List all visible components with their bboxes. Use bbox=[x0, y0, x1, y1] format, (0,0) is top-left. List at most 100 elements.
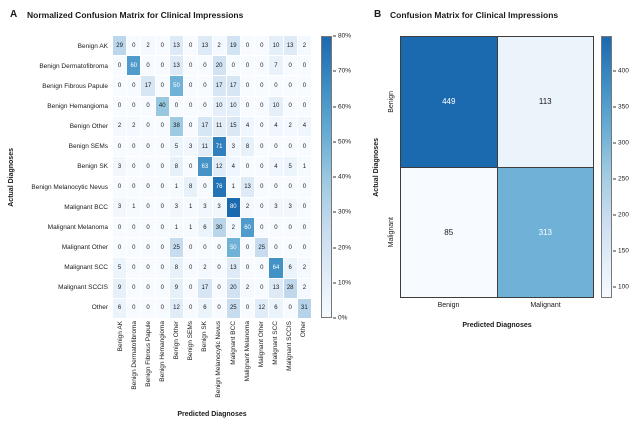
heatmap-cell: 0 bbox=[297, 137, 311, 157]
heatmap-cell: 2 bbox=[297, 278, 311, 298]
heatmap-cell: 0 bbox=[255, 116, 269, 137]
heatmap-cell: 4 bbox=[226, 157, 240, 177]
heatmap-cell: 13 bbox=[198, 36, 212, 56]
heatmap-cell: 0 bbox=[155, 197, 169, 217]
heatmap-cell: 25 bbox=[169, 238, 184, 258]
heatmap-cell: 0 bbox=[113, 76, 127, 96]
panel-b: B Confusion Matrix for Clinical Impressi… bbox=[365, 0, 640, 425]
heatmap-cell: 0 bbox=[113, 96, 127, 116]
heatmap-cell: 0 bbox=[297, 238, 311, 258]
heatmap-cell: 0 bbox=[240, 298, 255, 318]
heatmap-cell: 0 bbox=[240, 76, 255, 96]
heatmap-cell: 0 bbox=[184, 96, 198, 116]
heatmap-cell: 0 bbox=[240, 258, 255, 278]
panel-a-ylabel: Actual Diagnoses bbox=[8, 147, 16, 207]
colorbar-tick: 10% bbox=[333, 279, 351, 286]
heatmap-cell: 0 bbox=[113, 177, 127, 197]
panel-b-title: Confusion Matrix for Clinical Impression… bbox=[390, 10, 559, 20]
heatmap-cell: 0 bbox=[269, 177, 283, 197]
heatmap-cell: 10 bbox=[212, 96, 226, 116]
panel-b-ylabel-wrap: Actual Diagnoses bbox=[371, 36, 383, 298]
colorbar-tick: 80% bbox=[333, 33, 351, 40]
heatmap-cell: 2 bbox=[283, 116, 297, 137]
heatmap-cell: 31 bbox=[297, 298, 311, 318]
heatmap-cell: 6 bbox=[269, 298, 283, 318]
x-tick-label: Benign Melanocytic Nevus bbox=[215, 321, 223, 398]
heatmap-cell: 0 bbox=[255, 278, 269, 298]
heatmap-cell: 0 bbox=[198, 96, 212, 116]
y-tick-label: Benign bbox=[387, 90, 395, 113]
heatmap-cell: 0 bbox=[141, 258, 155, 278]
colorbar-tick: 400 bbox=[613, 68, 629, 75]
heatmap-cell: 19 bbox=[226, 36, 240, 56]
heatmap-cell: 0 bbox=[127, 157, 141, 177]
heatmap-cell: 0 bbox=[297, 217, 311, 238]
heatmap-cell: 0 bbox=[155, 56, 169, 76]
x-tick-label: Other bbox=[300, 321, 308, 338]
heatmap-cell: 25 bbox=[226, 298, 240, 318]
heatmap-cell: 0 bbox=[184, 157, 198, 177]
panel-b-row-labels: Benign Malignant bbox=[385, 36, 398, 298]
heatmap-cell: 3 bbox=[113, 197, 127, 217]
heatmap-cell: 11 bbox=[198, 137, 212, 157]
heatmap-cell: 0 bbox=[255, 217, 269, 238]
heatmap-cell: 0 bbox=[141, 278, 155, 298]
heatmap-cell: 0 bbox=[155, 116, 169, 137]
heatmap-cell: 0 bbox=[297, 197, 311, 217]
heatmap-cell: 0 bbox=[283, 56, 297, 76]
heatmap-cell: 3 bbox=[113, 157, 127, 177]
panel-a-ylabel-wrap: Actual Diagnoses bbox=[6, 36, 18, 318]
colorbar-a bbox=[321, 36, 332, 318]
heatmap-cell: 0 bbox=[184, 238, 198, 258]
x-tick-label: Benign SEMs bbox=[187, 321, 195, 361]
heatmap-cell: 0 bbox=[127, 177, 141, 197]
y-tick-label: Malignant Melanoma bbox=[47, 223, 108, 231]
heatmap-cell: 0 bbox=[184, 258, 198, 278]
x-tick-label: Benign bbox=[437, 302, 460, 309]
colorbar-tick: 350 bbox=[613, 104, 629, 111]
heatmap-cell: 0 bbox=[184, 76, 198, 96]
heatmap-cell: 0 bbox=[297, 177, 311, 197]
heatmap-cell: 0 bbox=[127, 36, 141, 56]
colorbar-tick: 250 bbox=[613, 176, 629, 183]
heatmap-cell: 2 bbox=[240, 278, 255, 298]
heatmap-cell: 0 bbox=[141, 197, 155, 217]
y-tick-label: Benign AK bbox=[77, 42, 108, 50]
heatmap-cell: 2 bbox=[226, 217, 240, 238]
heatmap-cell: 17 bbox=[226, 76, 240, 96]
heatmap-cell: 0 bbox=[155, 278, 169, 298]
x-tick-label: Benign SK bbox=[201, 321, 209, 352]
heatmap-cell: 0 bbox=[269, 238, 283, 258]
heatmap-cell: 449 bbox=[401, 37, 497, 167]
x-tick-label: Benign Hemangioma bbox=[158, 321, 166, 382]
heatmap-cell: 2 bbox=[297, 36, 311, 56]
colorbar-a-ticks: 80% 70% 60% 50% 40% 30% 20% 10% 0% bbox=[333, 33, 361, 322]
heatmap-cell: 0 bbox=[283, 96, 297, 116]
heatmap-cell: 6 bbox=[283, 258, 297, 278]
heatmap-cell: 13 bbox=[226, 258, 240, 278]
panel-a-xlabel: Predicted Diagnoses bbox=[177, 411, 247, 418]
colorbar-tick: 0% bbox=[333, 315, 347, 322]
heatmap-cell: 0 bbox=[155, 177, 169, 197]
heatmap-cell: 0 bbox=[255, 76, 269, 96]
heatmap-cell: 13 bbox=[269, 278, 283, 298]
heatmap-cell: 3 bbox=[212, 197, 226, 217]
heatmap-cell: 28 bbox=[283, 278, 297, 298]
heatmap-cell: 63 bbox=[198, 157, 212, 177]
heatmap-cell: 0 bbox=[226, 56, 240, 76]
colorbar-b bbox=[601, 36, 612, 298]
y-tick-label: Benign Melanocytic Nevus bbox=[31, 183, 108, 191]
x-tick-label: Benign Fibrous Papule bbox=[144, 321, 152, 387]
colorbar-tick: 30% bbox=[333, 209, 351, 216]
y-tick-label: Malignant Other bbox=[61, 243, 108, 251]
heatmap-cell: 0 bbox=[269, 76, 283, 96]
heatmap-cell: 0 bbox=[155, 76, 169, 96]
heatmap-cell: 0 bbox=[141, 298, 155, 318]
heatmap-cell: 13 bbox=[283, 36, 297, 56]
x-tick-label: Malignant BCC bbox=[229, 321, 237, 365]
y-tick-label: Malignant BCC bbox=[64, 203, 108, 211]
heatmap-cell: 0 bbox=[141, 177, 155, 197]
heatmap-cell: 0 bbox=[255, 96, 269, 116]
heatmap-cell: 40 bbox=[155, 96, 169, 116]
heatmap-cell: 4 bbox=[240, 116, 255, 137]
